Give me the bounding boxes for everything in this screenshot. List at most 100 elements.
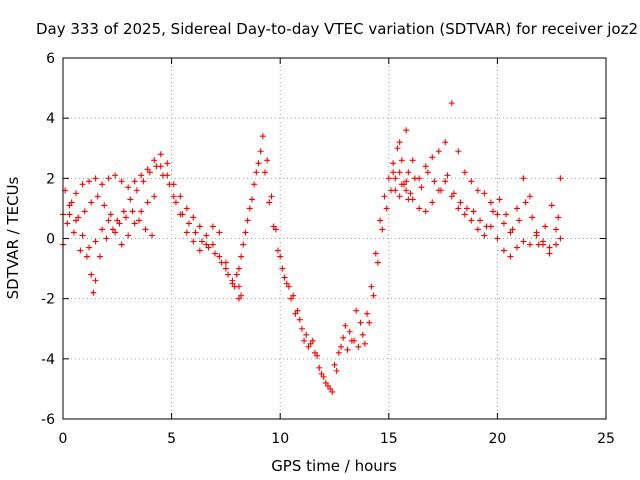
data-point [235, 295, 242, 302]
data-point [251, 181, 258, 188]
data-point [516, 217, 523, 224]
data-point [513, 244, 520, 251]
data-point [301, 337, 308, 344]
data-point [144, 199, 151, 206]
data-point [290, 292, 297, 299]
grid [63, 58, 606, 419]
data-point [105, 217, 112, 224]
data-point [500, 220, 507, 227]
data-point [216, 253, 223, 260]
data-point [257, 148, 264, 155]
data-point [329, 388, 336, 395]
data-point [166, 181, 173, 188]
data-point [494, 235, 501, 242]
data-point [455, 148, 462, 155]
data-point [403, 127, 410, 134]
x-tick-label: 20 [488, 431, 506, 447]
data-point [79, 181, 86, 188]
data-point [507, 229, 514, 236]
data-point [131, 178, 138, 185]
data-point [357, 319, 364, 326]
data-point [177, 211, 184, 218]
data-point [281, 274, 288, 281]
data-point [470, 208, 477, 215]
data-point [99, 226, 106, 233]
data-point [307, 340, 314, 347]
data-point [222, 259, 229, 266]
data-point [216, 229, 223, 236]
data-point [348, 337, 355, 344]
data-point [264, 157, 271, 164]
data-point [490, 208, 497, 215]
data-point [64, 220, 71, 227]
data-point [487, 223, 494, 230]
series-track-f [235, 148, 412, 392]
data-point [546, 250, 553, 257]
y-tick-label: -4 [41, 352, 55, 368]
data-point [66, 202, 73, 209]
data-point [398, 181, 405, 188]
data-point [229, 280, 236, 287]
x-tick-label: 10 [271, 431, 289, 447]
data-point [442, 178, 449, 185]
data-point [253, 169, 260, 176]
data-point [222, 265, 229, 272]
data-point [372, 250, 379, 257]
data-point [368, 283, 375, 290]
data-point [268, 193, 275, 200]
data-point [468, 178, 475, 185]
data-point [212, 250, 219, 257]
data-point [461, 211, 468, 218]
x-tick-label: 5 [167, 431, 176, 447]
data-point [324, 382, 331, 389]
y-axis-label: SDTVAR / TECUs [4, 176, 22, 299]
data-point [109, 226, 116, 233]
data-point [396, 169, 403, 176]
data-point [370, 292, 377, 299]
series-track-d [64, 208, 156, 296]
data-point [185, 220, 192, 227]
data-point [88, 199, 95, 206]
data-point [416, 205, 423, 212]
series-track-g [390, 100, 564, 251]
data-point [199, 238, 206, 245]
data-point [244, 217, 251, 224]
data-points [60, 100, 564, 395]
data-point [346, 328, 353, 335]
data-point [344, 346, 351, 353]
data-point [190, 238, 197, 245]
data-point [359, 331, 366, 338]
data-point [377, 217, 384, 224]
y-tick-label: 0 [46, 232, 55, 248]
data-point [122, 214, 129, 221]
data-point [170, 193, 177, 200]
data-point [183, 205, 190, 212]
data-point [327, 385, 334, 392]
data-point [68, 199, 75, 206]
data-point [540, 241, 547, 248]
data-point [353, 307, 360, 314]
y-tick-label: -6 [41, 412, 55, 428]
data-point [361, 340, 368, 347]
data-point [86, 178, 93, 185]
series-track-i [396, 178, 564, 260]
data-point [144, 166, 151, 173]
data-point [403, 178, 410, 185]
data-point [209, 223, 216, 230]
data-point [133, 187, 140, 194]
data-point [379, 226, 386, 233]
data-point [381, 193, 388, 200]
data-point [203, 241, 210, 248]
data-point [288, 295, 295, 302]
data-point [424, 169, 431, 176]
data-point [73, 190, 80, 197]
data-point [209, 241, 216, 248]
y-tick-label: 6 [46, 51, 55, 67]
data-point [311, 349, 318, 356]
data-point [366, 319, 373, 326]
data-point [390, 160, 397, 167]
data-point [164, 160, 171, 167]
data-point [275, 247, 282, 254]
data-point [94, 193, 101, 200]
data-point [529, 214, 536, 221]
